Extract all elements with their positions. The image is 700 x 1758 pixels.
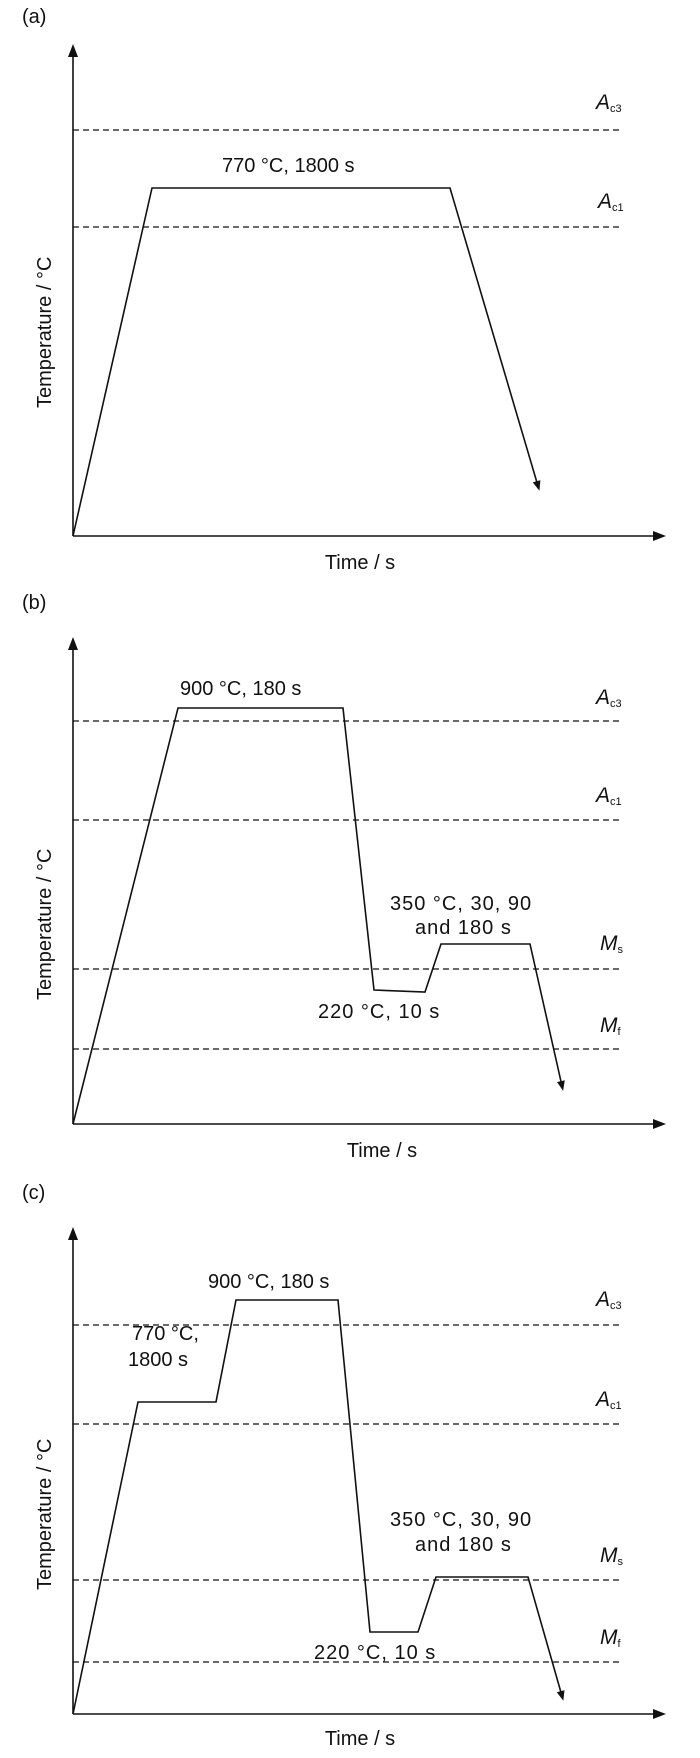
panel-a: (a) Temperature / °C Time / s 770 °C, 18… [0, 0, 700, 580]
y-axis-label: Temperature / °C [34, 256, 56, 408]
intercritical-anneal-annotation: 770 °C, 1800 s [222, 155, 355, 177]
x-axis-arrowhead [653, 1119, 666, 1129]
y-axis-arrowhead [68, 1227, 78, 1240]
x-axis-label: Time / s [346, 1140, 418, 1162]
partition-annotation-line1: 350 °C, 30, 90 [390, 1509, 533, 1531]
partition-annotation-line1: 350 °C, 30, 90 [390, 893, 533, 915]
panel-a-diagram [68, 44, 666, 541]
ac3-label: Ac3 [596, 1288, 622, 1312]
heat-treatment-path [72, 1299, 565, 1715]
mf-label: Mf [600, 1626, 621, 1650]
ac1-label: Ac1 [596, 1388, 622, 1412]
x-axis-label: Time / s [324, 552, 396, 574]
y-axis-arrowhead [68, 637, 78, 650]
intercritical-annotation-line1: 770 °C, [132, 1323, 199, 1345]
panel-b-diagram [68, 637, 666, 1129]
panel-label: (a) [22, 6, 47, 28]
x-axis-label: Time / s [324, 1728, 396, 1750]
panel-c-diagram [68, 1227, 666, 1719]
ac3-label: Ac3 [596, 91, 622, 115]
heat-treatment-path [72, 707, 565, 1125]
austenitize-annotation: 900 °C, 180 s [180, 678, 302, 700]
intercritical-annotation-line2: 1800 s [128, 1349, 189, 1371]
ac1-label: Ac1 [598, 190, 624, 214]
y-axis-label: Temperature / °C [34, 1438, 56, 1590]
panel-label: (c) [22, 1182, 46, 1204]
quench-annotation: 220 °C, 10 s [318, 1001, 441, 1023]
x-axis-arrowhead [653, 531, 666, 541]
y-axis-arrowhead [68, 44, 78, 57]
ac1-label: Ac1 [596, 784, 622, 808]
partition-annotation-line2: and 180 s [415, 917, 512, 939]
panel-label: (b) [22, 592, 47, 614]
x-axis-arrowhead [653, 1709, 666, 1719]
ms-label: Ms [600, 932, 623, 956]
panel-b: (b) Temperature / °C Time / s 900 °C, 18… [0, 590, 700, 1170]
quench-annotation: 220 °C, 10 s [314, 1642, 437, 1664]
mf-label: Mf [600, 1014, 621, 1038]
heat-treatment-path [72, 187, 541, 537]
y-axis-label: Temperature / °C [34, 848, 56, 1000]
panel-c: (c) Temperature / °C Time / s 900 °C, 18… [0, 1180, 700, 1758]
austenitize-annotation: 900 °C, 180 s [208, 1271, 330, 1293]
partition-annotation-line2: and 180 s [415, 1534, 512, 1556]
ac3-label: Ac3 [596, 686, 622, 710]
ms-label: Ms [600, 1544, 623, 1568]
